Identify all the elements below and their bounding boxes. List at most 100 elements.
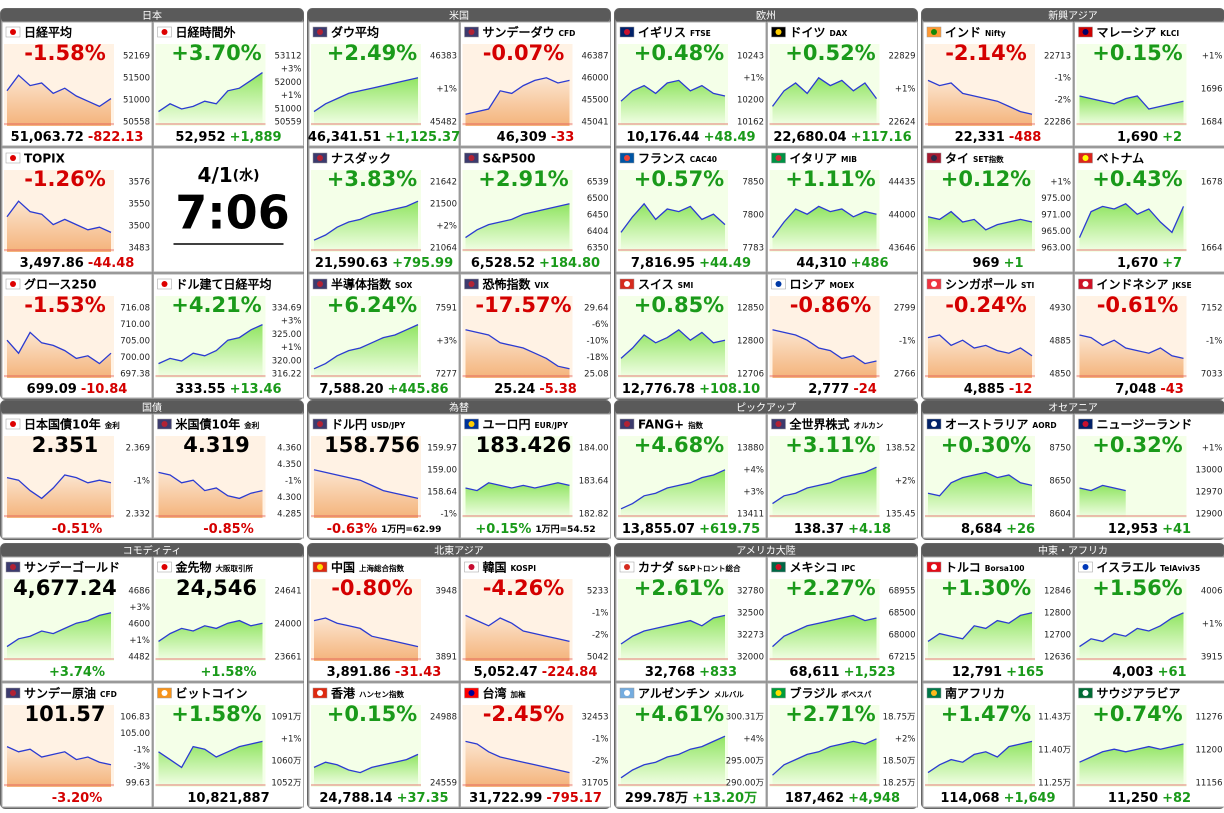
footer-value: 25.24 bbox=[494, 382, 535, 397]
flag-mark bbox=[931, 281, 937, 287]
scale-label: 13880 bbox=[737, 444, 764, 454]
scale-label: -1% bbox=[592, 609, 609, 619]
panel-name: スイス bbox=[638, 278, 674, 292]
footer: 21,590.63+795.99 bbox=[315, 256, 453, 271]
headline: +3.83% bbox=[327, 167, 417, 191]
scale-label: 68955 bbox=[888, 587, 915, 597]
group-title: 新興アジア bbox=[1048, 9, 1098, 22]
footer: 12,953 +41 bbox=[1108, 522, 1191, 537]
scale-label: -1% bbox=[1054, 74, 1071, 84]
footer-value: 4,003 bbox=[1112, 665, 1153, 680]
date: 4/1 bbox=[198, 163, 233, 187]
footer-value: +1,889 bbox=[230, 130, 282, 145]
flag-mark bbox=[10, 281, 16, 287]
panel-name: イギリス bbox=[638, 25, 686, 40]
panel-name: S&P500 bbox=[483, 152, 536, 166]
footer-value: +41 bbox=[1162, 522, 1191, 537]
scale-label: +3% bbox=[281, 317, 302, 327]
panel-code: SOX bbox=[395, 281, 413, 290]
flag-mark bbox=[469, 29, 475, 35]
footer-value: +1,649 bbox=[1004, 791, 1056, 806]
panel-code: SMI bbox=[678, 281, 694, 290]
footer-value: 1万円=62.99 bbox=[381, 524, 441, 535]
footer-value: -0.85% bbox=[203, 522, 254, 537]
scale-label: 4686 bbox=[128, 587, 150, 597]
headline: -0.80% bbox=[331, 576, 413, 600]
headline: +1.58% bbox=[171, 702, 261, 726]
footer-value: 333.55 bbox=[175, 382, 225, 397]
panel-name: イタリア bbox=[790, 152, 838, 166]
scale-label: 10200 bbox=[737, 96, 764, 106]
scale-label: 12800 bbox=[737, 337, 764, 347]
scale-label: +3% bbox=[281, 65, 302, 75]
scale-label: 5042 bbox=[587, 653, 609, 663]
flag-mark bbox=[624, 29, 630, 35]
footer-value: -24 bbox=[853, 382, 877, 397]
scale-label: 11.25万 bbox=[1038, 779, 1071, 789]
scale-label: 67215 bbox=[888, 653, 915, 663]
footer-value: +4.18 bbox=[848, 522, 891, 537]
scale-label: 4885 bbox=[1049, 337, 1071, 347]
scale-label: 8650 bbox=[1049, 477, 1071, 487]
scale-label: 11.40万 bbox=[1038, 746, 1071, 756]
scale-label: 1091万 bbox=[271, 713, 301, 723]
footer-value: 3,891.86 bbox=[327, 665, 391, 680]
footer: 969+1 bbox=[972, 256, 1023, 271]
headline: 101.57 bbox=[24, 702, 105, 726]
scale-label: 1052万 bbox=[271, 779, 301, 789]
scale-label: +1% bbox=[281, 735, 302, 745]
scale-label: 8604 bbox=[1049, 510, 1071, 520]
footer-value: -0.51% bbox=[52, 522, 103, 537]
footer-bg bbox=[462, 380, 610, 397]
headline: +4.61% bbox=[634, 702, 724, 726]
footer-value: 12,953 bbox=[1108, 522, 1158, 537]
footer-value: 7,588.20 bbox=[319, 382, 383, 397]
footer-value: 68,611 bbox=[789, 665, 839, 680]
scale-label: 3500 bbox=[128, 222, 150, 232]
footer-value: -3.20% bbox=[52, 791, 103, 806]
scale-label: 3915 bbox=[1201, 653, 1223, 663]
headline: 183.426 bbox=[476, 433, 572, 457]
panel-code: KOSPI bbox=[511, 564, 537, 573]
panel-name: ユーロ円 bbox=[483, 418, 531, 432]
flag-mark bbox=[1083, 564, 1089, 570]
footer-value: 10,176.44 bbox=[626, 130, 699, 145]
footer: 5,052.47-224.84 bbox=[474, 665, 598, 680]
scale-label: +1% bbox=[1050, 178, 1071, 188]
scale-label: -18% bbox=[587, 353, 609, 363]
footer-value: 32,768 bbox=[645, 665, 695, 680]
scale-label: 18.25万 bbox=[883, 779, 916, 789]
scale-label: 6404 bbox=[587, 227, 609, 237]
footer-value: 13,855.07 bbox=[622, 522, 695, 537]
scale-label: 12636 bbox=[1044, 653, 1071, 663]
scale-label: -2% bbox=[1054, 96, 1071, 106]
panel-code: S&Pトロント総合 bbox=[678, 563, 741, 573]
headline: 4.319 bbox=[183, 433, 249, 457]
footer-value: +445.86 bbox=[388, 382, 449, 397]
panel-name: TOPIX bbox=[24, 152, 66, 166]
footer-value: 7,816.95 bbox=[631, 256, 695, 271]
footer-value: 7,048 bbox=[1115, 382, 1156, 397]
scale-label: 24559 bbox=[430, 779, 457, 789]
scale-label: 44435 bbox=[888, 178, 915, 188]
panel-code: 加権 bbox=[510, 689, 526, 699]
panel-name: 韓国 bbox=[483, 560, 507, 575]
footer: 7,048-43 bbox=[1115, 382, 1184, 397]
footer-value: 3,497.86 bbox=[20, 256, 84, 271]
group-title: 中東・アフリカ bbox=[1038, 544, 1108, 557]
scale-label: 53112 bbox=[274, 52, 301, 62]
footer-value: +61 bbox=[1158, 665, 1187, 680]
scale-label: +1% bbox=[129, 636, 150, 646]
scale-label: 29.64 bbox=[584, 304, 608, 314]
headline: -1.26% bbox=[24, 167, 106, 191]
footer: 8,684+26 bbox=[961, 522, 1035, 537]
scale-label: -6% bbox=[592, 320, 609, 330]
panel-code: CFD bbox=[100, 690, 117, 699]
flag-mark bbox=[162, 690, 168, 696]
panel-name: トルコ bbox=[945, 561, 981, 575]
footer-value: 5,052.47 bbox=[474, 665, 538, 680]
flag-mark bbox=[10, 690, 16, 696]
footer-value: +82 bbox=[1162, 791, 1191, 806]
footer: 32,768+833 bbox=[645, 665, 737, 680]
footer-value: +2 bbox=[1162, 130, 1182, 145]
